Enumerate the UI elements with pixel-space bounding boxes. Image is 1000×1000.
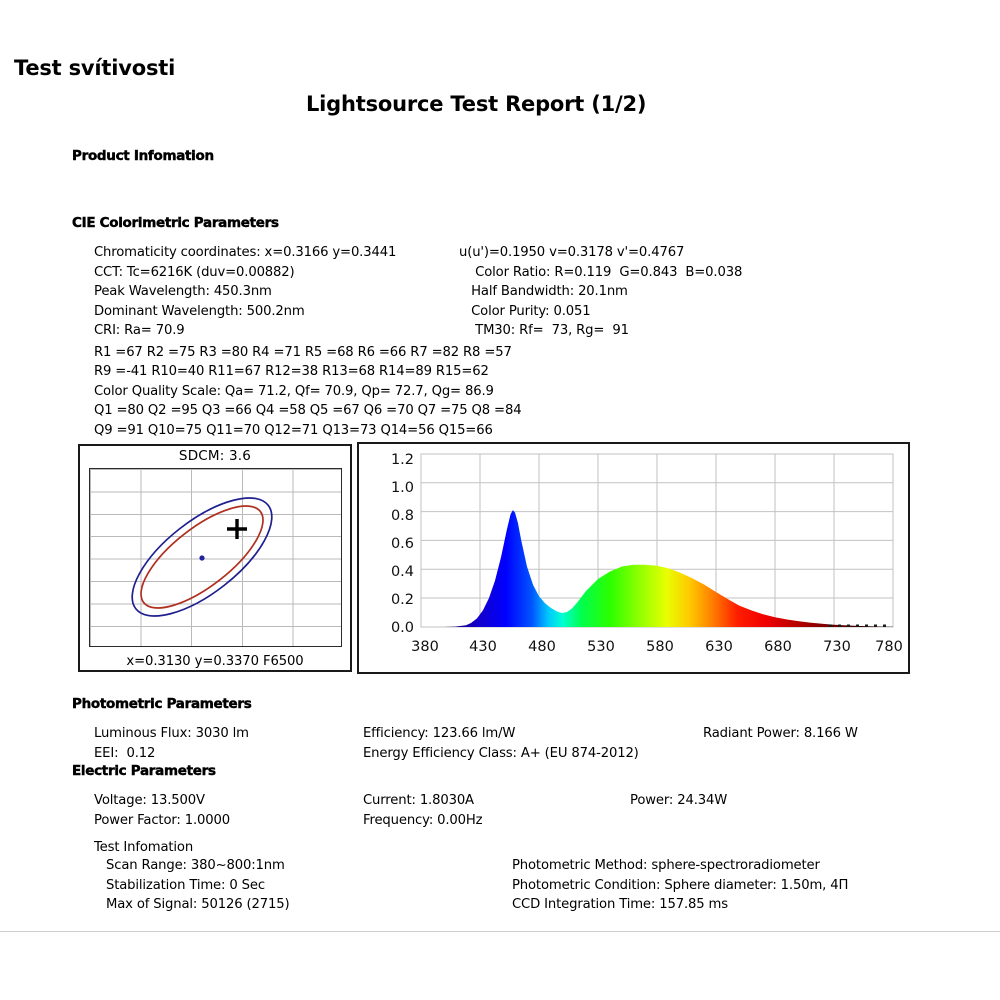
section-heading-cie-colorimetric: CIE Colorimetric Parameters bbox=[72, 215, 279, 231]
spectrum-chart-panel: 1.2 1.0 0.8 0.6 0.4 0.2 0.0 bbox=[357, 442, 910, 674]
page-title: Test svítivosti bbox=[14, 56, 176, 80]
svg-text:1.2: 1.2 bbox=[391, 452, 414, 468]
svg-text:0.2: 0.2 bbox=[391, 592, 414, 608]
color-quality-scale-summary: Color Quality Scale: Qa= 71.2, Qf= 70.9,… bbox=[94, 384, 494, 399]
y-axis-tick-labels: 1.2 1.0 0.8 0.6 0.4 0.2 0.0 bbox=[391, 452, 414, 636]
electric-current: Current: 1.8030A bbox=[363, 793, 474, 808]
photometric-radiant-power: Radiant Power: 8.166 W bbox=[703, 726, 858, 741]
photometric-luminous-flux: Luminous Flux: 3030 lm bbox=[94, 726, 249, 741]
svg-text:780: 780 bbox=[875, 639, 903, 655]
sdcm-label: SDCM: 3.6 bbox=[178, 448, 252, 464]
svg-text:730: 730 bbox=[823, 639, 851, 655]
svg-text:0.4: 0.4 bbox=[391, 564, 414, 580]
svg-text:480: 480 bbox=[528, 639, 556, 655]
cri-row-1: R1 =67 R2 =75 R3 =80 R4 =71 R5 =68 R6 =6… bbox=[94, 345, 512, 360]
electric-frequency: Frequency: 0.00Hz bbox=[363, 813, 483, 828]
svg-text:530: 530 bbox=[587, 639, 615, 655]
photometric-eei: EEI: 0.12 bbox=[94, 746, 156, 761]
svg-text:630: 630 bbox=[705, 639, 733, 655]
section-heading-product-information: Product Infomation bbox=[72, 148, 215, 164]
section-heading-electric: Electric Parameters bbox=[72, 763, 216, 779]
svg-text:580: 580 bbox=[646, 639, 674, 655]
svg-text:430: 430 bbox=[469, 639, 497, 655]
cqs-row-1: Q1 =80 Q2 =95 Q3 =66 Q4 =58 Q5 =67 Q6 =7… bbox=[94, 403, 522, 418]
spectrum-tail-dots bbox=[829, 624, 886, 627]
cie-left-column: Chromaticity coordinates: x=0.3166 y=0.3… bbox=[94, 245, 397, 339]
svg-text:680: 680 bbox=[764, 639, 792, 655]
cie-right-column: u(u')=0.1950 v=0.3178 v'=0.4767 Color Ra… bbox=[459, 245, 743, 339]
svg-text:0.0: 0.0 bbox=[391, 620, 414, 636]
electric-voltage: Voltage: 13.500V bbox=[94, 793, 205, 808]
spectral-power-distribution-curve bbox=[421, 510, 893, 627]
chromaticity-plot-area bbox=[89, 468, 342, 647]
chromaticity-footer-coords: x=0.3130 y=0.3370 F6500 bbox=[126, 654, 304, 669]
page-bottom-rule bbox=[0, 931, 1000, 932]
electric-power: Power: 24.34W bbox=[630, 793, 728, 808]
test-information-right: Photometric Method: sphere-spectroradiom… bbox=[512, 858, 849, 913]
svg-text:1.0: 1.0 bbox=[391, 480, 414, 496]
chromaticity-sdcm-panel: SDCM: 3.6 x=0.3130 y=0.3370 F6500 bbox=[78, 444, 352, 672]
report-title: Lightsource Test Report (1/2) bbox=[306, 92, 647, 116]
cri-row-2: R9 =-41 R10=40 R11=67 R12=38 R13=68 R14=… bbox=[94, 364, 489, 379]
sdcm-ellipse-graphic bbox=[131, 497, 273, 617]
photometric-efficiency: Efficiency: 123.66 lm/W bbox=[363, 726, 516, 741]
svg-text:0.8: 0.8 bbox=[391, 508, 414, 524]
cqs-row-2: Q9 =91 Q10=75 Q11=70 Q12=71 Q13=73 Q14=5… bbox=[94, 423, 493, 438]
section-heading-photometric: Photometric Parameters bbox=[72, 696, 252, 712]
photometric-energy-class: Energy Efficiency Class: A+ (EU 874-2012… bbox=[363, 746, 639, 761]
x-axis-tick-labels: 380 430 480 530 580 630 680 730 780 bbox=[411, 639, 903, 655]
test-information-left: Scan Range: 380~800:1nm Stabilization Ti… bbox=[106, 858, 290, 913]
svg-text:380: 380 bbox=[411, 639, 439, 655]
svg-text:0.6: 0.6 bbox=[391, 536, 414, 552]
spectrum-chart-svg: 1.2 1.0 0.8 0.6 0.4 0.2 0.0 bbox=[391, 452, 903, 655]
target-cross-icon bbox=[227, 519, 247, 539]
test-information-heading: Test Infomation bbox=[94, 840, 194, 855]
electric-power-factor: Power Factor: 1.0000 bbox=[94, 813, 230, 828]
center-dot-icon bbox=[199, 555, 205, 561]
